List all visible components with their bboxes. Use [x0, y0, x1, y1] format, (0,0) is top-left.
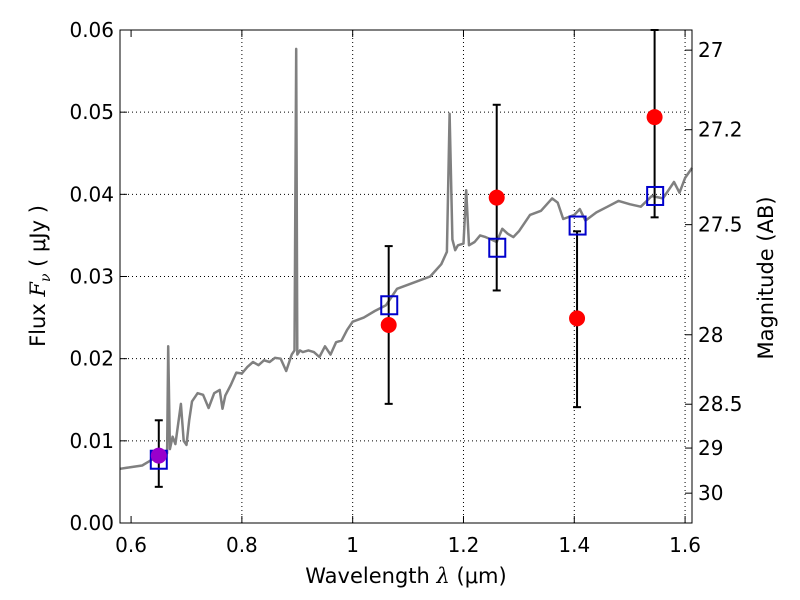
grid-lines: [120, 30, 692, 523]
right-axis-label: Magnitude (AB): [754, 196, 778, 359]
observed-data-point: [380, 316, 397, 333]
y-axis-label: Flux Fν ( μJy ): [26, 205, 54, 347]
x-tick-label: 1: [346, 533, 359, 557]
y-tick-label: 0.02: [69, 347, 114, 371]
model-photometry-square: [646, 185, 665, 206]
model-photometry-square: [380, 295, 399, 316]
observed-data-point: [569, 310, 586, 327]
magnitude-tick-label: 28.5: [698, 392, 743, 416]
magnitude-tick-label: 27: [698, 38, 723, 62]
x-tick-label: 1.4: [558, 533, 590, 557]
x-tick-label: 0.6: [115, 533, 147, 557]
magnitude-tick-label: 27.5: [698, 213, 743, 237]
x-tick-label: 1.6: [669, 533, 701, 557]
y-tick-label: 0.06: [69, 18, 114, 42]
y-tick-label: 0.05: [69, 100, 114, 124]
x-tick-label: 1.2: [448, 533, 480, 557]
observed-data-point: [646, 109, 663, 126]
y-tick-label: 0.00: [69, 511, 114, 535]
x-axis-label: Wavelength λ (μm): [305, 564, 506, 588]
model-photometry-square: [568, 215, 587, 236]
y-tick-label: 0.04: [69, 182, 114, 206]
magnitude-tick-label: 30: [698, 481, 723, 505]
observed-data-point: [488, 189, 505, 206]
model-spectrum-line: [119, 47, 694, 471]
model-photometry-square: [488, 237, 507, 258]
axis-ticks: 0.6 0.8 1 1.2 1.4 1.6 0.00 0.01 0.02 0.03 0.04 0.05…: [69, 18, 742, 557]
y-tick-label: 0.03: [69, 265, 114, 289]
magnitude-tick-label: 29: [698, 436, 723, 460]
magnitude-tick-label: 28: [698, 323, 723, 347]
x-tick-label: 0.8: [226, 533, 258, 557]
plot-series: [119, 29, 694, 488]
y-tick-label: 0.01: [69, 429, 114, 453]
magnitude-tick-label: 27.2: [698, 118, 743, 142]
observed-data-point: [150, 447, 167, 464]
